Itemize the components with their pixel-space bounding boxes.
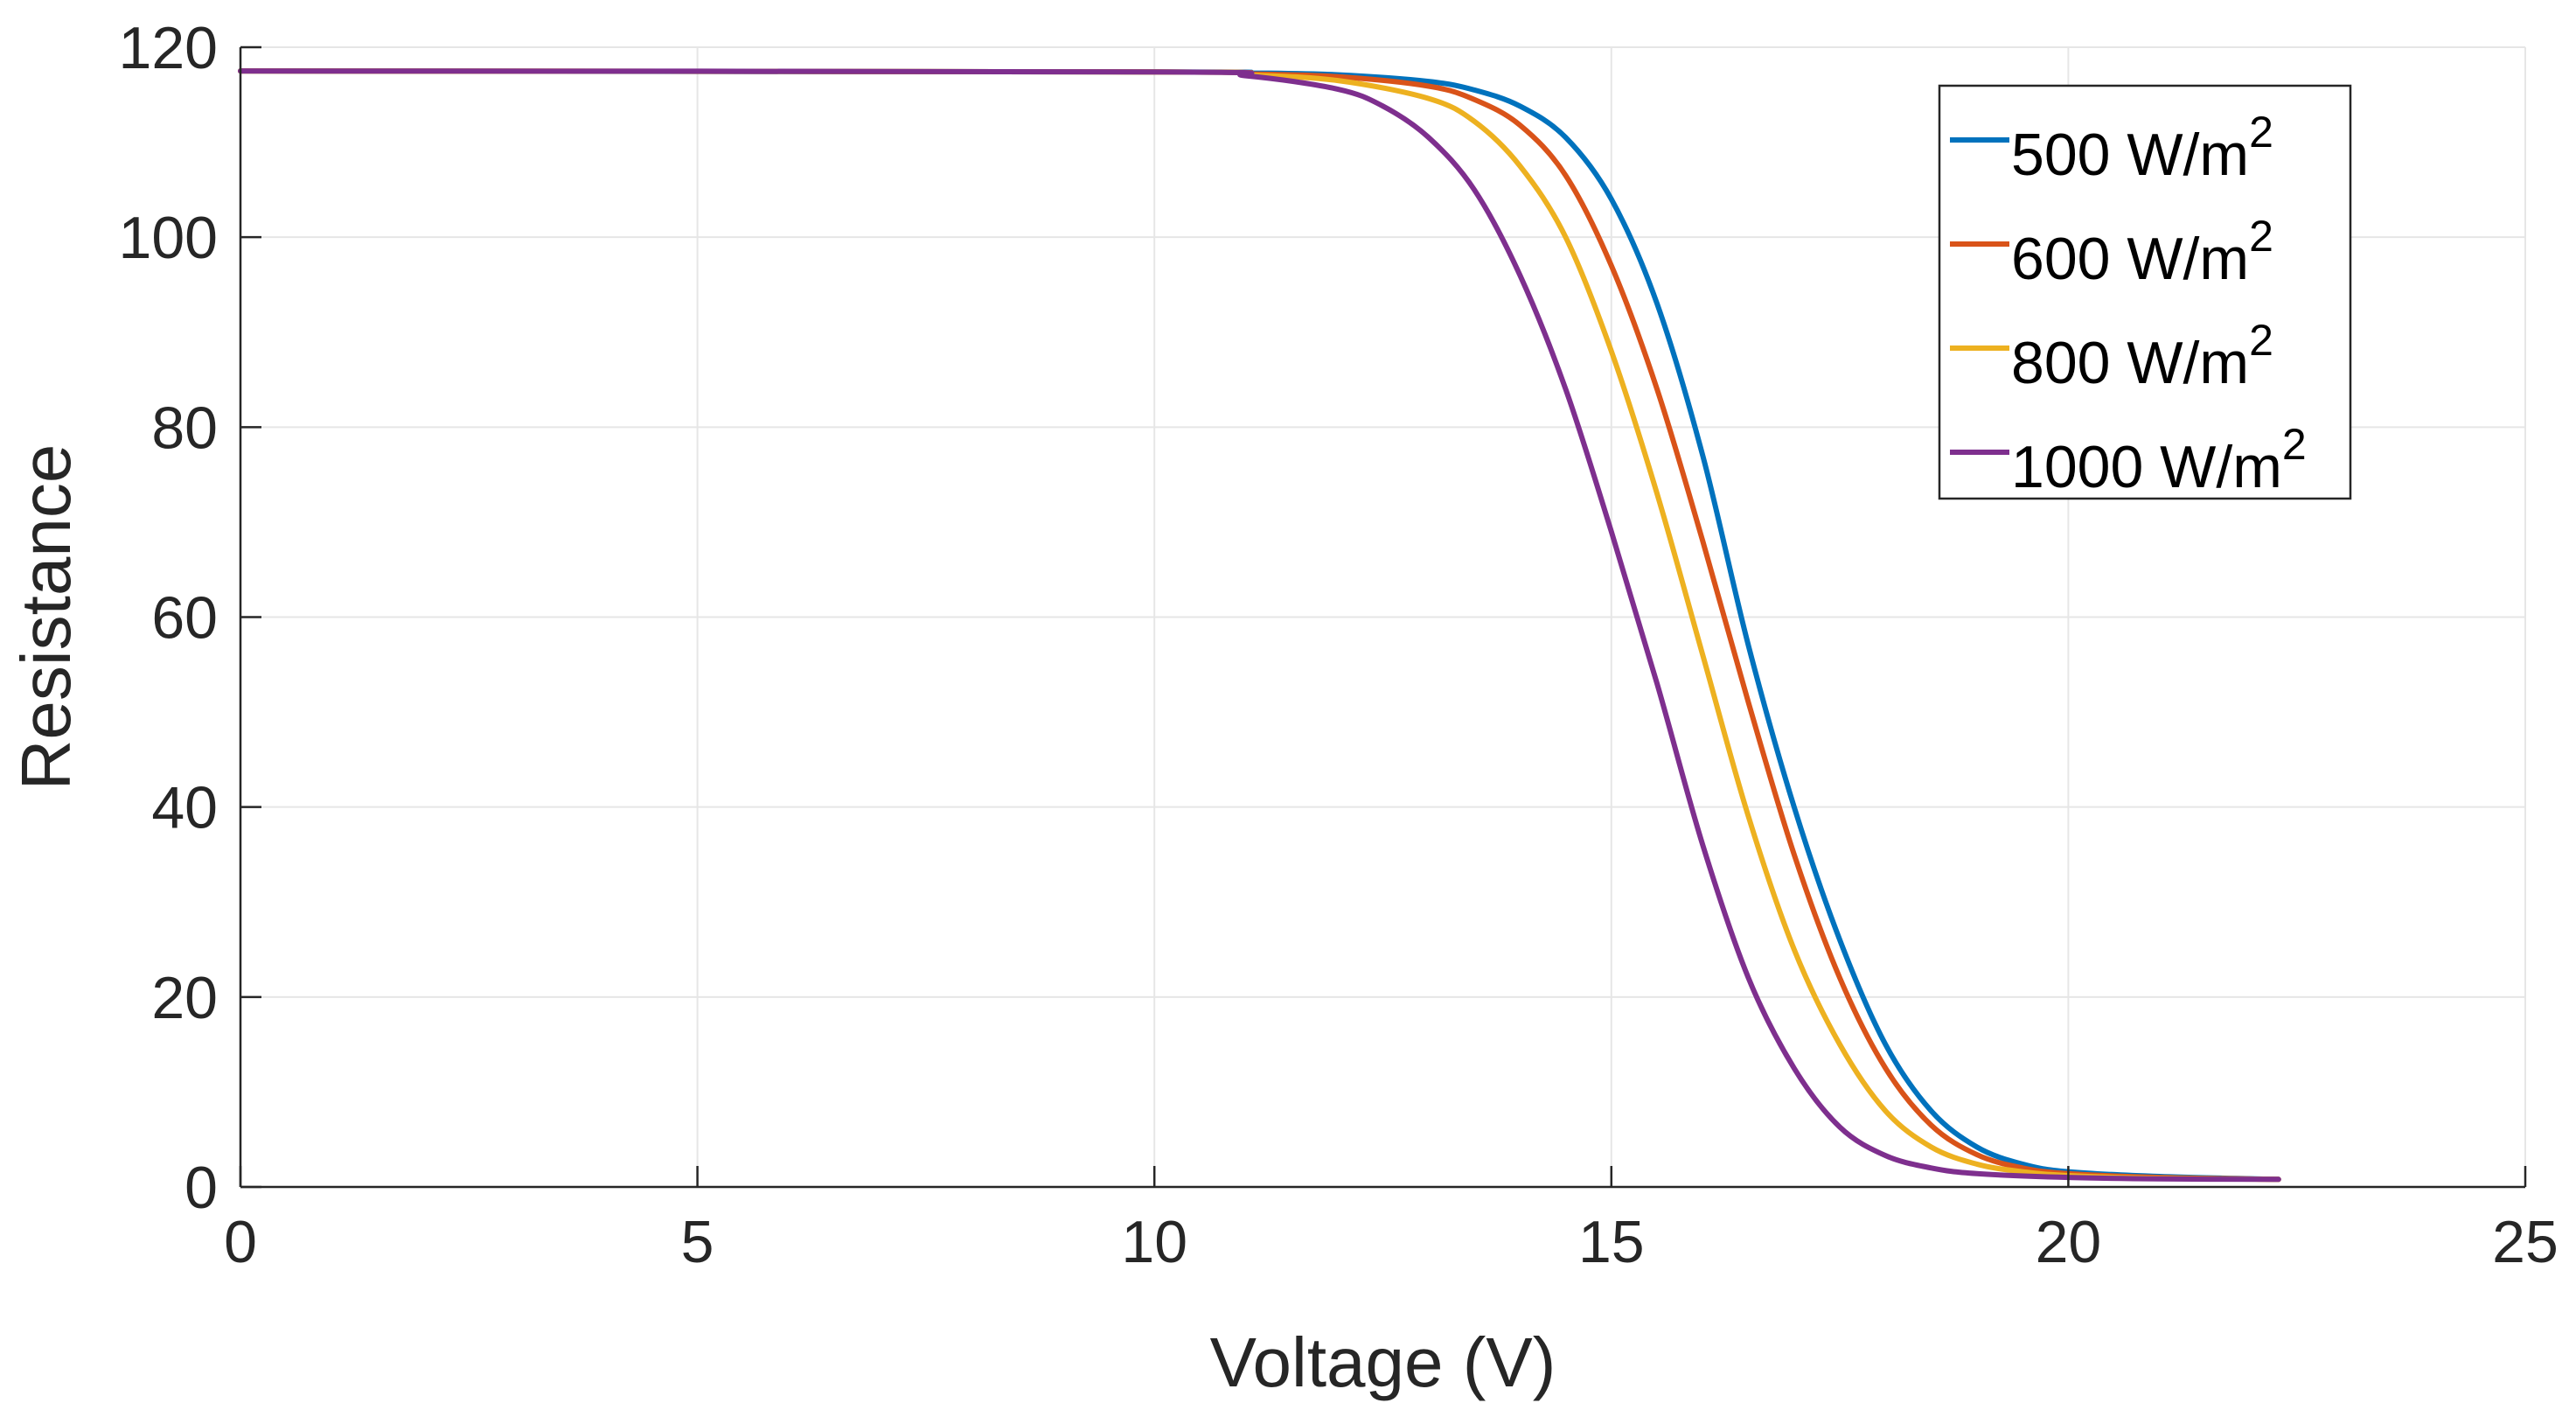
legend-superscript: 2: [2249, 316, 2273, 365]
x-tick-label: 25: [2492, 1209, 2559, 1275]
legend-label-3: 800 W/m2: [2011, 316, 2273, 396]
axes: [239, 45, 2527, 1189]
x-tick-label: 15: [1578, 1209, 1645, 1275]
x-tick-label: 5: [681, 1209, 714, 1275]
y-tick-label: 60: [151, 585, 218, 652]
legend: 500 W/m2 600 W/m2 800 W/m2 1000 W/m2: [1938, 84, 2352, 500]
y-tick-label: 120: [119, 15, 218, 81]
y-tick-label: 100: [119, 205, 218, 271]
legend-label-1: 500 W/m2: [2011, 108, 2273, 188]
y-tick-label: 80: [151, 394, 218, 461]
legend-superscript: 2: [2282, 420, 2307, 469]
legend-label-2: 600 W/m2: [2011, 212, 2273, 292]
legend-superscript: 2: [2249, 212, 2273, 261]
y-tick-label: 20: [151, 965, 218, 1031]
legend-box: [1938, 84, 2352, 500]
y-axis-label: Resistance: [7, 444, 85, 791]
tick-labels: 0 5 10 15 20 25 0 20 40 60 80 100 120: [119, 15, 2559, 1275]
legend-superscript: 2: [2249, 108, 2273, 157]
y-tick-label: 40: [151, 775, 218, 841]
legend-entries: 500 W/m2 600 W/m2 800 W/m2 1000 W/m2: [1950, 108, 2307, 500]
x-tick-label: 0: [224, 1209, 257, 1275]
x-tick-label: 20: [2036, 1209, 2102, 1275]
series-layer: [238, 68, 2281, 1183]
series-line-4: [238, 68, 2281, 1183]
y-tick-label: 0: [184, 1155, 218, 1221]
x-axis-label: Voltage (V): [1210, 1323, 1556, 1401]
legend-label-4: 1000 W/m2: [2011, 420, 2307, 500]
x-tick-label: 10: [1121, 1209, 1187, 1275]
